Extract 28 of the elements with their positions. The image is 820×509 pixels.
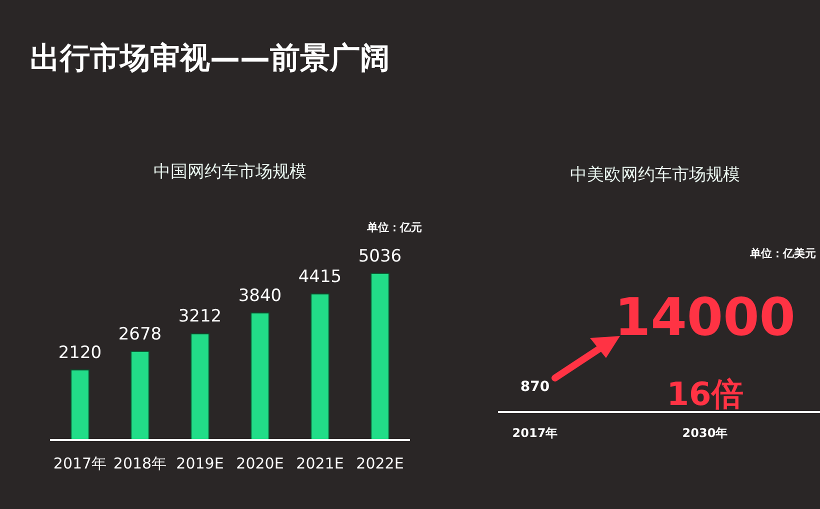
text: 单位：亿元 — [367, 220, 422, 235]
x-tick-label: 2017年 — [53, 454, 107, 473]
category-label: 2030年 — [682, 426, 728, 440]
x-tick-label: 2022E — [356, 454, 404, 473]
x-tick-label: 2021E — [296, 454, 344, 473]
chart-title: 中国网约车市场规模 — [152, 161, 308, 183]
data-label: 2678 — [118, 324, 162, 344]
bar — [190, 333, 210, 440]
category-label: 2017年 — [512, 426, 558, 440]
data-label: 3840 — [238, 286, 282, 306]
text: 出行市场审视——前景广阔 — [30, 40, 390, 78]
bar — [70, 369, 90, 440]
bar — [130, 350, 150, 440]
data-label: 14000 — [614, 288, 796, 348]
data-label: 2120 — [58, 342, 102, 363]
text: 单位：亿美元 — [750, 246, 816, 261]
x-tick-label: 2019E — [176, 454, 224, 473]
bar — [310, 293, 330, 440]
text: 16倍 — [666, 375, 744, 413]
x-tick-label: 2018年 — [113, 454, 167, 473]
data-label: 4415 — [298, 266, 342, 287]
x-tick-label: 2020E — [236, 454, 284, 473]
data-label: 870 — [520, 379, 550, 395]
bar — [250, 312, 270, 440]
data-label: 3212 — [178, 306, 222, 327]
data-label: 5036 — [358, 246, 402, 266]
text: 中美欧网约车市场规模 — [569, 164, 741, 186]
bar — [370, 272, 390, 440]
